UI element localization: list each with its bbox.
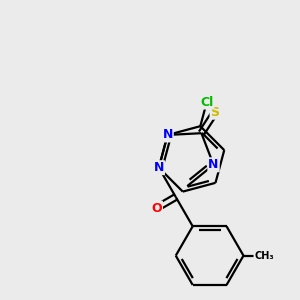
Text: N: N: [154, 161, 164, 174]
Text: S: S: [211, 106, 220, 119]
Text: Cl: Cl: [200, 95, 213, 109]
Text: N: N: [208, 158, 219, 171]
Text: N: N: [162, 128, 173, 142]
Text: O: O: [151, 202, 162, 214]
Text: CH₃: CH₃: [254, 250, 274, 261]
